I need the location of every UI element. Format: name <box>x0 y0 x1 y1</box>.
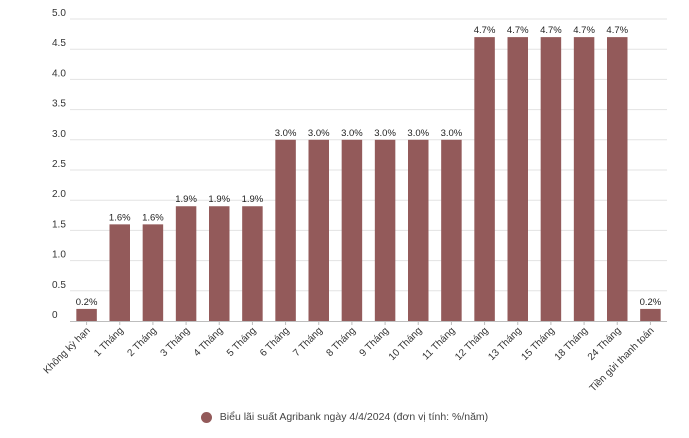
x-tick-label: 12 Tháng <box>453 325 491 363</box>
data-label: 0.2% <box>640 297 662 308</box>
data-label: 3.0% <box>441 128 463 139</box>
data-label: 1.6% <box>142 212 164 223</box>
y-tick-label: 3.5 <box>52 99 66 110</box>
x-tick-label: Tiền gửi thanh toán <box>587 325 657 395</box>
x-tick-label: 10 Tháng <box>387 325 425 363</box>
bar <box>275 139 296 321</box>
bar <box>142 224 164 321</box>
x-tick-label: 18 Tháng <box>553 325 591 363</box>
bar <box>374 139 396 321</box>
data-label: 1.9% <box>175 194 197 205</box>
bar <box>474 37 495 322</box>
bar <box>109 224 130 321</box>
data-label: 3.0% <box>275 128 297 139</box>
x-tick-label: Không kỳ hạn <box>42 325 93 376</box>
legend-swatch <box>200 411 212 423</box>
data-label: 3.0% <box>407 128 429 139</box>
bar <box>242 206 263 321</box>
bar <box>175 206 197 321</box>
data-label: 0.2% <box>76 297 98 308</box>
y-tick-label: 2.5 <box>52 159 66 170</box>
y-tick-label: 4.5 <box>52 38 66 49</box>
bar <box>341 139 363 321</box>
y-tick-label: 2.0 <box>52 189 66 200</box>
x-tick-label: 8 Tháng <box>324 325 358 359</box>
bar <box>540 37 562 322</box>
y-tick-label: 3.0 <box>52 129 66 140</box>
bar <box>209 206 230 321</box>
x-axis: Không kỳ hạn 1 Tháng 2 Tháng 3 Tháng 4 Tháng… <box>42 321 657 394</box>
bar-chart: 0 0.5 1.0 1.5 2.0 2.5 3.0 3.5 4.0 4.5 5.0 0.2% 1.6%… <box>42 8 667 394</box>
y-axis: 0 0.5 1.0 1.5 2.0 2.5 3.0 3.5 4.0 4.5 5.0 <box>52 8 66 321</box>
x-tick-label: 1 Tháng <box>92 325 126 359</box>
data-labels: 0.2% 1.6% 1.6% 1.9% 1.9% 1.9% 3.0% 3.0% 3.0% 3.0%… <box>76 25 662 308</box>
x-tick-label: 15 Tháng <box>520 325 558 363</box>
bar <box>507 37 528 322</box>
x-tick-label: 4 Tháng <box>192 325 226 359</box>
x-tick-label: 3 Tháng <box>159 325 193 359</box>
y-tick-label: 1.0 <box>52 250 66 261</box>
x-tick-label: 5 Tháng <box>225 325 259 359</box>
x-tick-label: 6 Tháng <box>258 325 292 359</box>
x-tick-label: 9 Tháng <box>358 325 392 359</box>
x-tick-label: 13 Tháng <box>486 325 524 363</box>
x-tick-label: 11 Tháng <box>421 325 458 362</box>
data-label: 3.0% <box>308 128 330 139</box>
data-label: 1.9% <box>242 194 264 205</box>
bar <box>441 139 462 321</box>
data-label: 1.9% <box>208 194 230 205</box>
y-tick-label: 4.0 <box>52 68 66 79</box>
data-label: 3.0% <box>374 128 396 139</box>
bar <box>76 308 97 321</box>
data-label: 3.0% <box>341 128 363 139</box>
x-tick-label: 7 Tháng <box>291 325 325 359</box>
y-tick-label: 1.5 <box>52 219 66 230</box>
data-label: 4.7% <box>474 25 496 36</box>
data-label: 1.6% <box>109 212 131 223</box>
bar <box>607 37 628 322</box>
y-tick-label: 0 <box>52 310 58 321</box>
data-label: 4.7% <box>606 25 628 36</box>
data-label: 4.7% <box>540 25 562 36</box>
legend: Biểu lãi suất Agribank ngày 4/4/2024 (đơ… <box>0 411 689 423</box>
gridlines <box>70 18 667 322</box>
x-tick-label: 2 Tháng <box>125 325 159 359</box>
legend-label: Biểu lãi suất Agribank ngày 4/4/2024 (đơ… <box>219 411 489 423</box>
y-tick-label: 5.0 <box>52 8 66 19</box>
bar <box>573 37 595 322</box>
bar <box>640 308 661 321</box>
bars <box>76 37 661 322</box>
data-label: 4.7% <box>507 25 529 36</box>
bar <box>408 139 429 321</box>
data-label: 4.7% <box>573 25 595 36</box>
y-tick-label: 0.5 <box>52 280 66 291</box>
bar <box>308 139 329 321</box>
